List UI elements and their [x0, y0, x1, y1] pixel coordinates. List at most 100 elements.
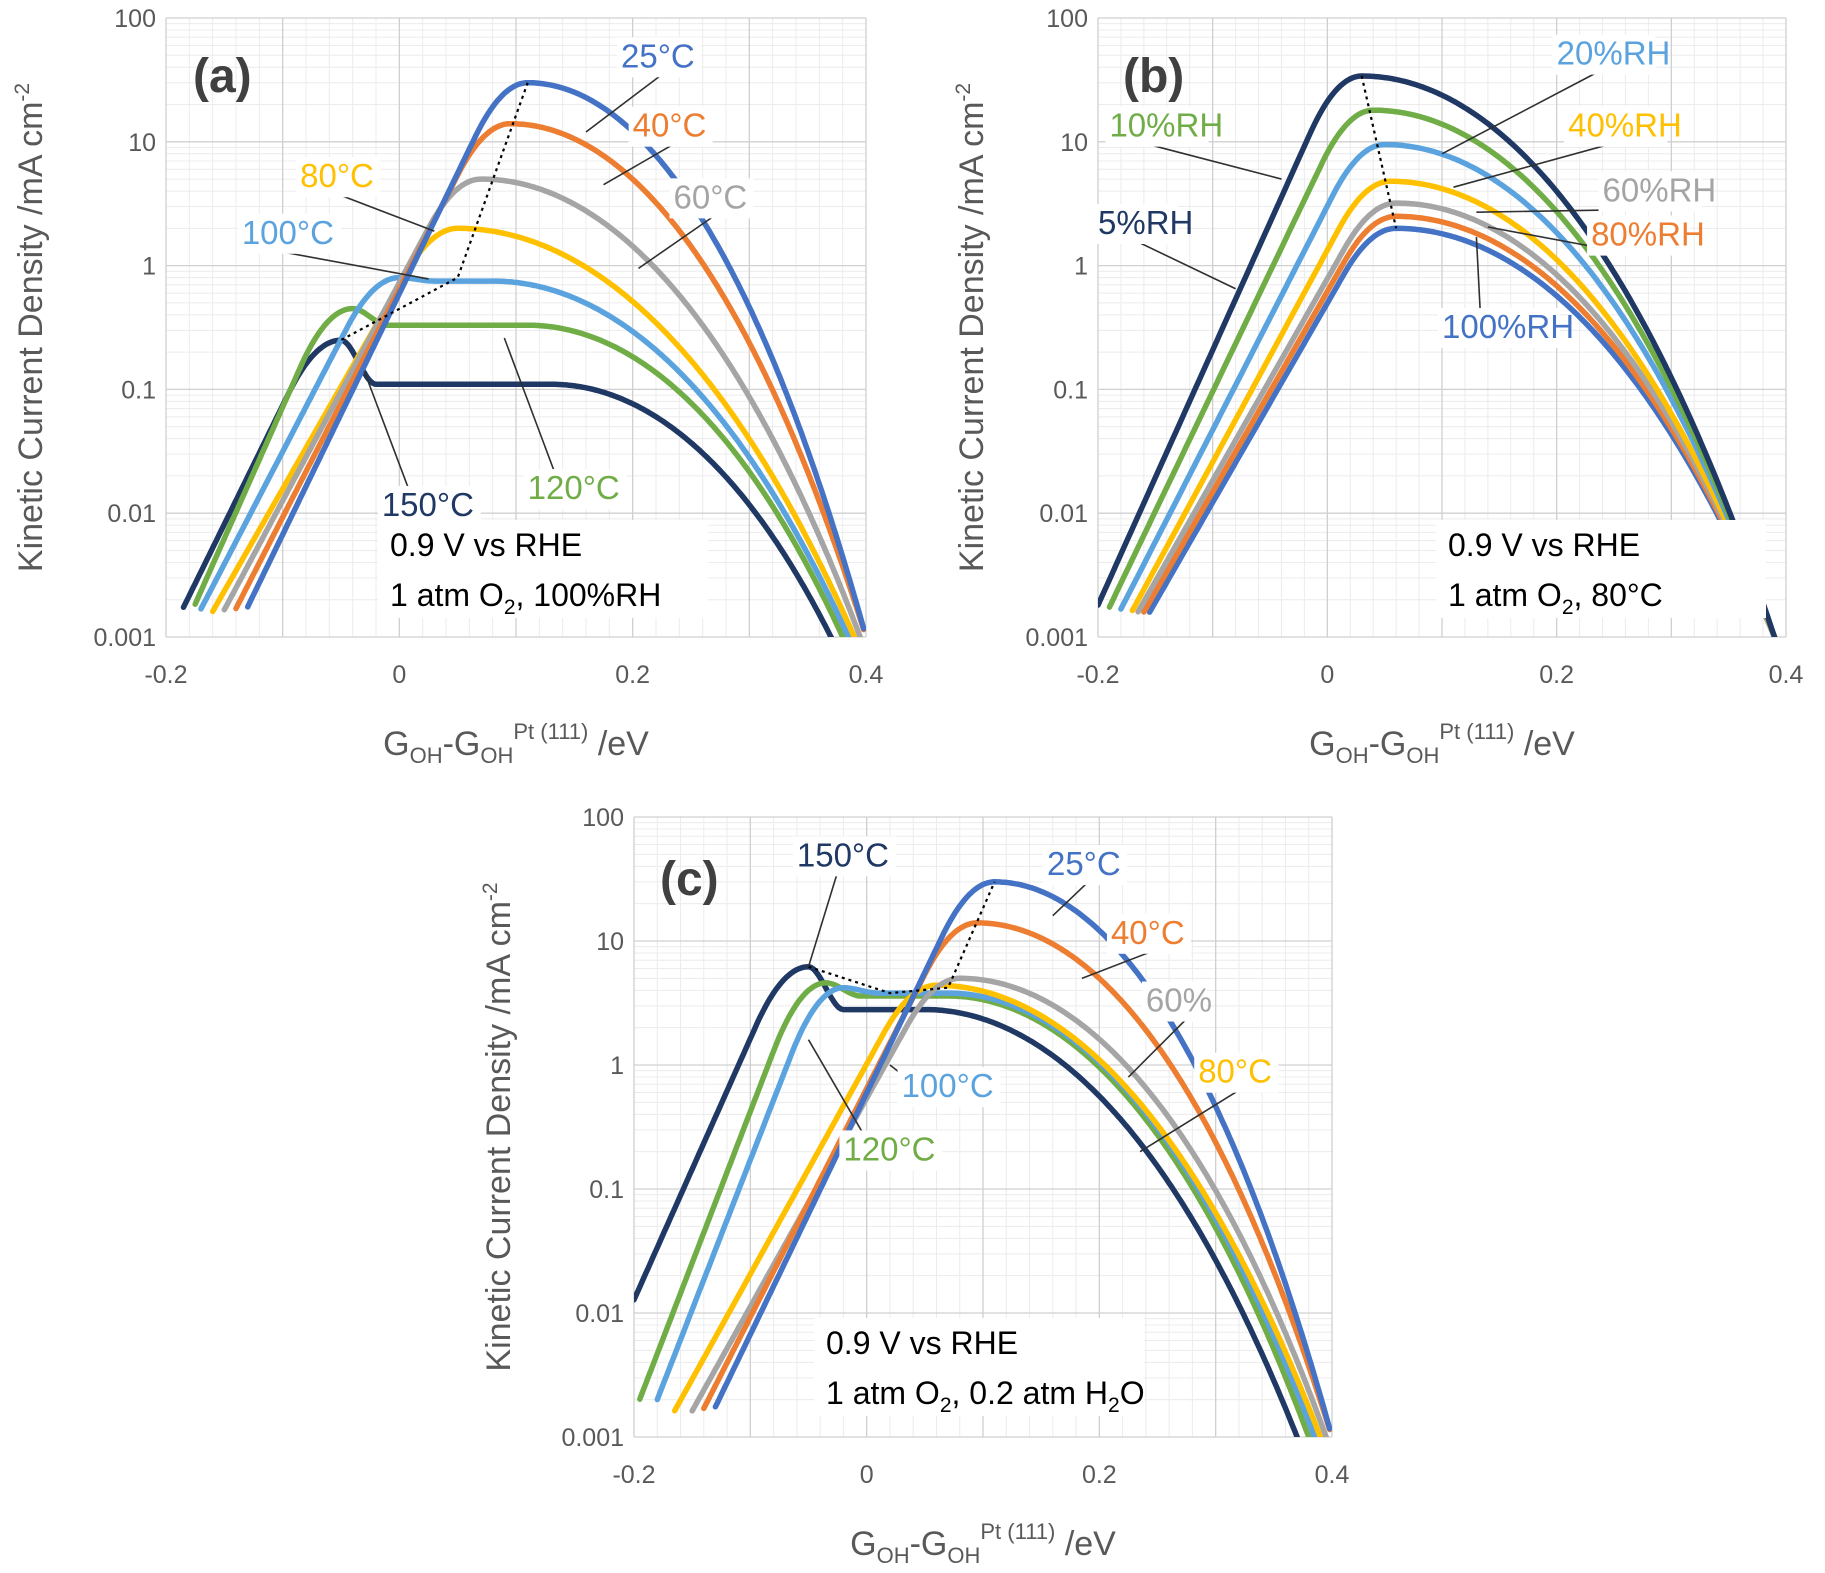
- x-tick-label: 0.2: [1082, 1461, 1117, 1489]
- y-tick-label: 0.01: [1039, 500, 1088, 528]
- series-line: [1129, 178, 1778, 637]
- leader-line: [585, 74, 662, 133]
- x-axis-label: GOH-GOHPt (111) /eV: [850, 1519, 1116, 1568]
- chart-panel-2: -0.2 0 0.2 0.4 0.001 0.01 0.1 1 10 100 GOH-GOHPt (…: [952, 5, 1803, 768]
- series-line: [654, 984, 1318, 1437]
- series-label: 5%RH: [1098, 204, 1193, 241]
- label-background: [628, 106, 713, 147]
- series-lines: [1098, 73, 1778, 637]
- series-label: 120°C: [528, 469, 620, 506]
- series-line: [1141, 213, 1778, 637]
- x-tick-label: 0: [392, 661, 406, 689]
- series-line: [634, 963, 1301, 1437]
- leader-line: [1149, 143, 1282, 180]
- y-tick-label: 0.1: [589, 1176, 624, 1204]
- x-tick-label: 0.4: [849, 661, 884, 689]
- series-line: [1098, 73, 1778, 637]
- y-tick-label: 1: [610, 1052, 624, 1080]
- series-label: 20%RH: [1557, 35, 1671, 72]
- conditions-box: 0.9 V vs RHE 1 atm O2, 0.2 atm H2O: [814, 1318, 1145, 1417]
- series-line: [244, 79, 866, 632]
- tick-labels: -0.2 0 0.2 0.4 0.001 0.01 0.1 1 10 100: [561, 804, 1349, 1489]
- series-line: [233, 120, 866, 633]
- label-background: [839, 1130, 943, 1171]
- series-label: 60%RH: [1603, 171, 1717, 208]
- series-label: 60%: [1146, 982, 1212, 1019]
- y-tick-label: 10: [128, 129, 156, 157]
- series-labels: 25°C 40°C 60% 80°C 100°C 120°C 150°C: [792, 836, 1279, 1171]
- series-label: 150°C: [797, 836, 889, 873]
- condition-line: 0.9 V vs RHE: [1448, 527, 1640, 563]
- series-label: 80%RH: [1591, 216, 1705, 253]
- series-line: [192, 305, 846, 637]
- y-tick-label: 100: [1046, 5, 1088, 33]
- series-label: 100°C: [902, 1067, 994, 1104]
- leader-line: [1127, 1018, 1187, 1078]
- series-lines: [634, 879, 1332, 1437]
- y-tick-label: 0.1: [121, 376, 156, 404]
- series-label: 80°C: [300, 157, 374, 194]
- x-tick-label: 0: [1320, 661, 1334, 689]
- leader-line: [638, 215, 714, 270]
- chart-panel-1: -0.2 0 0.2 0.4 0.001 0.01 0.1 1 10 100 GOH-GOHPt (…: [11, 5, 883, 768]
- condition-line: 1 atm O2, 80°C: [1448, 577, 1663, 619]
- series-label: 40°C: [1111, 914, 1185, 951]
- series-label: 25°C: [1047, 845, 1121, 882]
- label-background: [1438, 308, 1560, 349]
- trend-line: [340, 82, 529, 342]
- y-tick-label: 100: [582, 804, 624, 832]
- series-line: [712, 879, 1332, 1432]
- conditions-background: [378, 520, 708, 618]
- label-background: [1552, 34, 1656, 75]
- leader-line: [1137, 241, 1236, 290]
- series-label: 40%RH: [1568, 107, 1682, 144]
- y-tick-label: 0.001: [93, 624, 156, 652]
- label-background: [1042, 845, 1127, 886]
- series-line: [701, 920, 1332, 1433]
- leader-line: [281, 251, 429, 280]
- series-line: [1135, 200, 1778, 637]
- y-tick-label: 0.01: [107, 500, 156, 528]
- x-tick-label: 0: [860, 1461, 874, 1489]
- leader-line: [1052, 882, 1088, 917]
- y-axis-label: Kinetic Current Density /mA cm-2: [952, 83, 991, 572]
- y-tick-label: 10: [1060, 129, 1088, 157]
- label-background: [1106, 913, 1191, 954]
- leader-line: [1139, 1090, 1239, 1153]
- conditions-box: 0.9 V vs RHE 1 atm O2, 80°C: [1436, 520, 1766, 619]
- x-axis-label: GOH-GOHPt (111) /eV: [383, 719, 649, 768]
- y-tick-label: 1: [142, 253, 156, 281]
- x-axis-label: GOH-GOHPt (111) /eV: [1309, 719, 1575, 768]
- panel-label: (c): [660, 853, 719, 906]
- series-label: 10%RH: [1109, 107, 1223, 144]
- tick-labels: -0.2 0 0.2 0.4 0.001 0.01 0.1 1 10 100: [1025, 5, 1803, 689]
- y-tick-label: 0.001: [561, 1424, 624, 1452]
- conditions-background: [1436, 520, 1766, 618]
- y-tick-label: 0.1: [1053, 376, 1088, 404]
- condition-line: 1 atm O2, 100%RH: [390, 577, 661, 619]
- y-axis-label: Kinetic Current Density /mA cm-2: [11, 83, 50, 572]
- y-axis-label: Kinetic Current Density /mA cm-2: [479, 882, 518, 1371]
- x-tick-label: 0.2: [1539, 661, 1574, 689]
- series-labels: 5%RH 10%RH 20%RH 40%RH 60%RH 80%RH 100%RH: [1094, 34, 1717, 349]
- label-background: [237, 213, 341, 254]
- series-line: [198, 274, 852, 637]
- series-labels: 25°C 40°C 60°C 80°C 100°C 120°C 150°C: [237, 37, 754, 526]
- series-label: 150°C: [382, 486, 474, 523]
- x-tick-label: 0.4: [1315, 1461, 1350, 1489]
- y-tick-label: 0.001: [1025, 624, 1088, 652]
- series-label: 60°C: [674, 178, 748, 215]
- condition-line: 1 atm O2, 0.2 atm H2O: [826, 1375, 1145, 1417]
- x-tick-label: -0.2: [1076, 661, 1119, 689]
- y-tick-label: 100: [114, 5, 156, 33]
- x-tick-label: -0.2: [144, 661, 187, 689]
- series-line: [671, 982, 1324, 1437]
- leader-line: [807, 874, 838, 967]
- series-line: [1118, 141, 1778, 637]
- x-tick-label: -0.2: [612, 1461, 655, 1489]
- label-background: [1105, 106, 1209, 147]
- label-background: [1598, 171, 1702, 212]
- label-background: [1094, 203, 1178, 244]
- conditions-background: [814, 1318, 1144, 1416]
